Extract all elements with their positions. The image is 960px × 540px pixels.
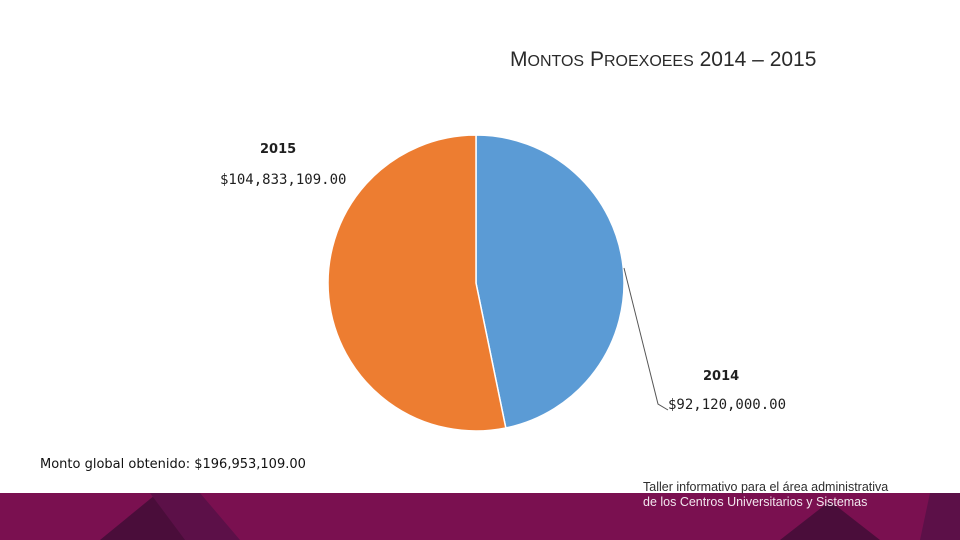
caption-line-1: Taller informativo para el área administ… (643, 480, 889, 494)
footer-triangle-right (780, 501, 880, 540)
caption-line-2: de los Centros Universitarios y Sistemas (643, 495, 868, 509)
pie-slice-2015 (327, 134, 507, 432)
slice-labels: 2014 $92,120,000.00 2015 $104,833,109.00 (220, 142, 786, 413)
title-word-montos: ontos (527, 53, 585, 70)
slice-label-value-2015: $104,833,109.00 (220, 172, 346, 188)
title-years: 2014 – 2015 (699, 48, 817, 71)
title-word-proexoees: roexoees (603, 53, 694, 70)
footer-triangle-corner (920, 493, 960, 540)
slice-label-value-2014: $92,120,000.00 (668, 397, 786, 413)
chart-title: Montos Proexoees 2014 – 2015 (510, 48, 816, 72)
pie-chart: 2014 $92,120,000.00 2015 $104,833,109.00 (220, 134, 786, 432)
slice-label-year-2014: 2014 (703, 369, 739, 384)
footer-band (0, 493, 960, 540)
leader-line-2014 (623, 267, 669, 411)
workshop-caption: Taller informativo para el área administ… (643, 480, 943, 510)
title-cap-m: M (510, 48, 528, 71)
total-amount-note: Monto global obtenido: $196,953,109.00 (40, 457, 306, 472)
title-cap-p: P (589, 48, 604, 71)
footer-decoration (100, 493, 960, 540)
footer-triangle-left-2 (150, 493, 240, 540)
pie-slice-2014 (475, 134, 625, 429)
leader-lines (623, 267, 669, 411)
pie-slices (327, 134, 625, 432)
slice-label-year-2015: 2015 (260, 142, 296, 157)
